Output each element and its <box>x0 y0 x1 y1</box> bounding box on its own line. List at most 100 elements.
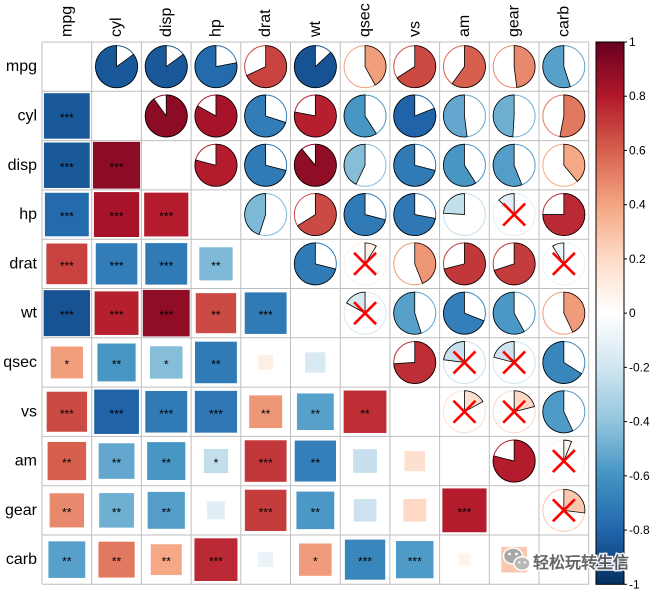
colorbar-tick-label: -1 <box>629 577 640 590</box>
square-vs-hp <box>194 390 238 433</box>
colorbar-tick-label: -0.8 <box>629 523 650 537</box>
watermark: 轻松玩转生信 <box>502 547 631 574</box>
square-vs-mpg <box>46 391 88 432</box>
row-label-am: am <box>15 453 37 470</box>
pie-wedge <box>414 242 437 284</box>
pie-am-gear <box>492 439 536 483</box>
stars-qsec-hp: ** <box>211 357 221 371</box>
square-drat-mpg <box>46 243 88 285</box>
column-label-gear: gear <box>506 4 523 37</box>
square-gear-drat <box>244 489 287 531</box>
pie-wt-gear <box>492 291 536 335</box>
square-carb-drat <box>258 552 274 568</box>
square-wt-hp <box>195 293 237 334</box>
pie-wedge <box>552 242 565 266</box>
pie-cyl-hp <box>194 94 238 138</box>
square-gear-hp <box>206 501 225 520</box>
cross-stroke <box>551 449 576 473</box>
pie-hp-wt <box>293 193 337 237</box>
pie-wedge <box>144 94 188 138</box>
colorbar-gradient <box>595 41 625 585</box>
square-qsec-cyl <box>97 343 136 382</box>
pie-qsec-vs <box>393 340 437 384</box>
column-label-mpg: mpg <box>58 6 75 37</box>
insignificant-cross-vs-am <box>452 399 477 424</box>
stars-wt-drat: *** <box>259 308 273 322</box>
pie-wedge <box>244 143 287 187</box>
stars-qsec-disp: * <box>164 357 169 371</box>
cross-stroke <box>551 251 576 276</box>
pie-wedge <box>194 94 238 138</box>
row-label-hp: hp <box>19 206 37 223</box>
pie-wedge <box>364 45 387 86</box>
square-qsec-mpg <box>50 346 83 379</box>
pie-hp-qsec <box>343 193 387 237</box>
column-label-am: am <box>456 15 473 37</box>
cross-stroke <box>502 399 527 424</box>
row-label-qsec: qsec <box>3 354 37 371</box>
pie-wedge <box>513 45 536 88</box>
stars-hp-mpg: *** <box>60 210 74 224</box>
colorbar-tick-label: -0.4 <box>629 415 650 429</box>
pie-mpg-cyl <box>95 45 139 89</box>
square-hp-disp <box>144 192 189 237</box>
square-disp-mpg <box>43 142 90 188</box>
stars-carb-wt: * <box>313 555 318 569</box>
insignificant-cross-drat-qsec <box>353 251 377 276</box>
column-label-carb: carb <box>555 6 572 37</box>
pie-wedge <box>343 143 366 185</box>
stars-qsec-cyl: ** <box>112 357 122 371</box>
pie-wedge <box>343 94 377 138</box>
square-vs-qsec <box>343 390 387 433</box>
stars-gear-cyl: ** <box>112 505 122 519</box>
stars-am-cyl: ** <box>112 456 122 470</box>
column-label-vs: vs <box>406 21 423 37</box>
row-label-gear: gear <box>5 502 38 519</box>
stars-am-mpg: ** <box>62 456 72 470</box>
pie-disp-wt <box>293 143 337 187</box>
stars-vs-cyl: *** <box>110 407 124 421</box>
pie-wedge <box>493 242 536 286</box>
insignificant-cross-gear-carb <box>551 498 576 523</box>
stars-am-wt: ** <box>311 456 321 470</box>
pie-wedge <box>194 45 238 89</box>
watermark-text: 轻松玩转生信 <box>533 553 629 572</box>
square-drat-disp <box>145 243 188 285</box>
stars-carb-mpg: ** <box>62 555 72 569</box>
stars-gear-drat: *** <box>259 505 273 519</box>
insignificant-cross-wt-qsec <box>353 301 377 326</box>
square-am-wt <box>294 440 336 482</box>
stars-carb-hp: *** <box>209 555 223 569</box>
row-label-vs: vs <box>21 403 37 420</box>
stars-vs-qsec: ** <box>360 407 370 421</box>
stars-hp-disp: *** <box>159 210 173 224</box>
significance-stars: ****** ****** *** ****** *** *** ***** *** *** **… <box>60 111 472 569</box>
stars-carb-disp: ** <box>162 555 172 569</box>
pie-wedge <box>297 193 337 236</box>
pie-wedge <box>563 439 573 462</box>
stars-gear-mpg: ** <box>62 505 72 519</box>
pie-disp-qsec <box>343 143 387 187</box>
pie-drat-am <box>442 242 486 286</box>
square-vs-cyl <box>94 389 139 434</box>
pie-wedge <box>246 45 288 89</box>
square-carb-wt <box>299 543 332 576</box>
pie-drat-vs <box>393 242 437 286</box>
pie-wedge <box>364 242 377 266</box>
pie-hp-carb <box>542 193 586 237</box>
pie-wt-vs <box>393 291 437 335</box>
square-hp-cyl <box>93 192 140 237</box>
cross-stroke <box>353 301 377 326</box>
pie-wedge <box>542 45 571 89</box>
square-carb-mpg <box>48 541 86 578</box>
column-label-disp: disp <box>158 8 175 37</box>
square-gear-qsec <box>353 499 377 522</box>
square-carb-vs <box>395 541 434 579</box>
stars-carb-cyl: ** <box>112 555 122 569</box>
pie-wedge <box>492 439 536 483</box>
pie-mpg-drat <box>244 45 288 89</box>
pie-disp-am <box>442 143 486 187</box>
square-am-drat <box>244 440 287 482</box>
stars-gear-wt: ** <box>311 505 321 519</box>
pie-cyl-wt <box>293 94 337 138</box>
